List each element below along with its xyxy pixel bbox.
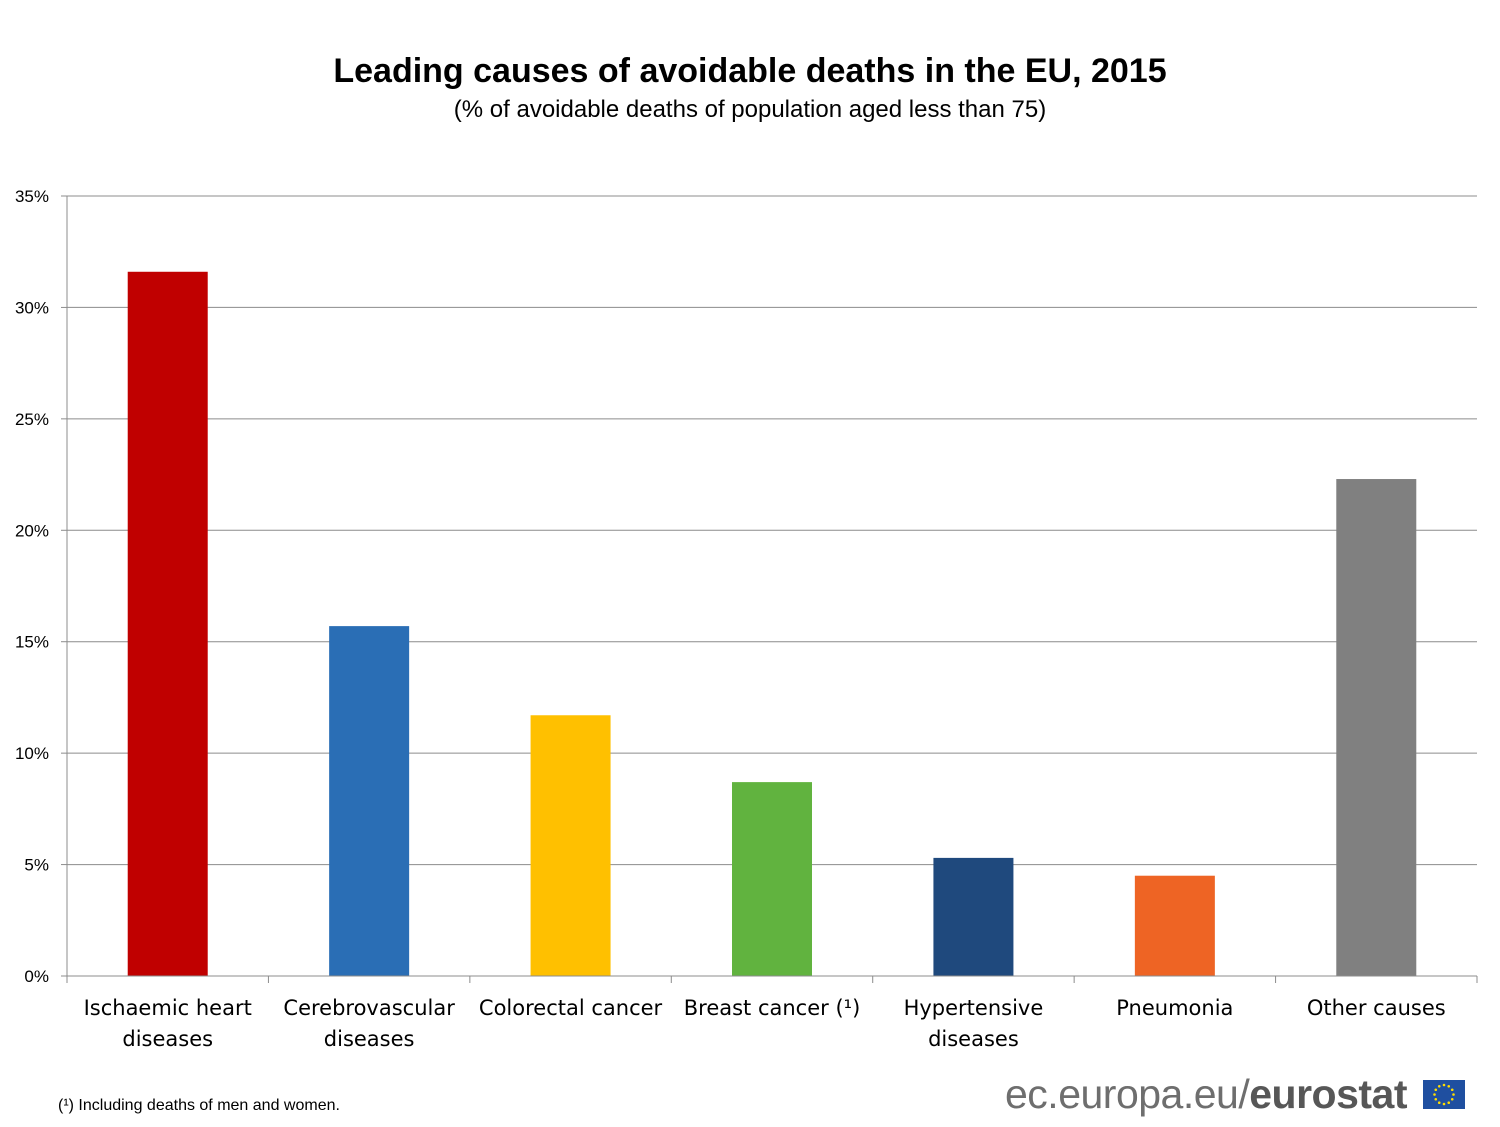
x-category-label: diseases <box>324 1027 415 1051</box>
y-tick-label: 20% <box>15 521 49 540</box>
flag-star <box>1442 1083 1446 1087</box>
y-tick-label: 30% <box>15 298 49 317</box>
source-prefix: ec.europa.eu/ <box>1005 1071 1250 1117</box>
flag-star <box>1437 1101 1441 1105</box>
flag-star <box>1452 1093 1455 1096</box>
y-tick-label: 0% <box>24 967 49 986</box>
chart-title: Leading causes of avoidable deaths in th… <box>333 52 1167 90</box>
bar <box>933 857 1014 976</box>
axis-labels: 0% 5% 10% 15% 20% 25% 30% 35% Ischaemic heart dis… <box>15 187 1446 1051</box>
x-category-label: Hypertensive <box>904 996 1044 1020</box>
bar <box>1134 875 1215 976</box>
flag-star <box>1447 1084 1451 1088</box>
x-category-label: Colorectal cancer <box>479 996 663 1020</box>
gridlines <box>67 195 1477 866</box>
flag-star <box>1442 1102 1446 1106</box>
flag-star <box>1450 1097 1454 1101</box>
y-tick-label: 35% <box>15 187 49 206</box>
bar <box>732 782 812 976</box>
flag-star <box>1450 1088 1454 1092</box>
bar <box>329 626 410 976</box>
bar <box>1336 479 1417 976</box>
axes <box>61 195 1478 983</box>
x-category-label: Cerebrovascular <box>283 996 455 1020</box>
flag-star <box>1447 1101 1451 1105</box>
flag-star <box>1437 1084 1441 1088</box>
x-category-label: diseases <box>122 1027 213 1051</box>
bar <box>127 271 208 976</box>
x-category-label: Breast cancer (¹) <box>684 996 861 1020</box>
source-name: eurostat <box>1249 1071 1408 1117</box>
bars <box>127 271 1417 976</box>
x-category-label: diseases <box>928 1027 1019 1051</box>
x-category-label: Pneumonia <box>1116 996 1233 1020</box>
eu-flag-icon <box>1423 1080 1465 1109</box>
chart-subtitle: (% of avoidable deaths of population age… <box>453 96 1047 123</box>
y-tick-label: 10% <box>15 744 49 763</box>
y-tick-label: 15% <box>15 633 49 652</box>
y-tick-label: 25% <box>15 410 49 429</box>
footnote: (¹) Including deaths of men and women. <box>58 1097 340 1114</box>
x-category-label: Other causes <box>1307 996 1446 1020</box>
bar <box>530 715 611 976</box>
flag-star <box>1434 1088 1438 1092</box>
flag-star <box>1434 1097 1438 1101</box>
source-brand: ec.europa.eu/eurostat <box>1005 1071 1408 1118</box>
x-category-label: Ischaemic heart <box>84 996 252 1020</box>
y-tick-label: 5% <box>24 856 49 875</box>
flag-star <box>1433 1093 1436 1096</box>
